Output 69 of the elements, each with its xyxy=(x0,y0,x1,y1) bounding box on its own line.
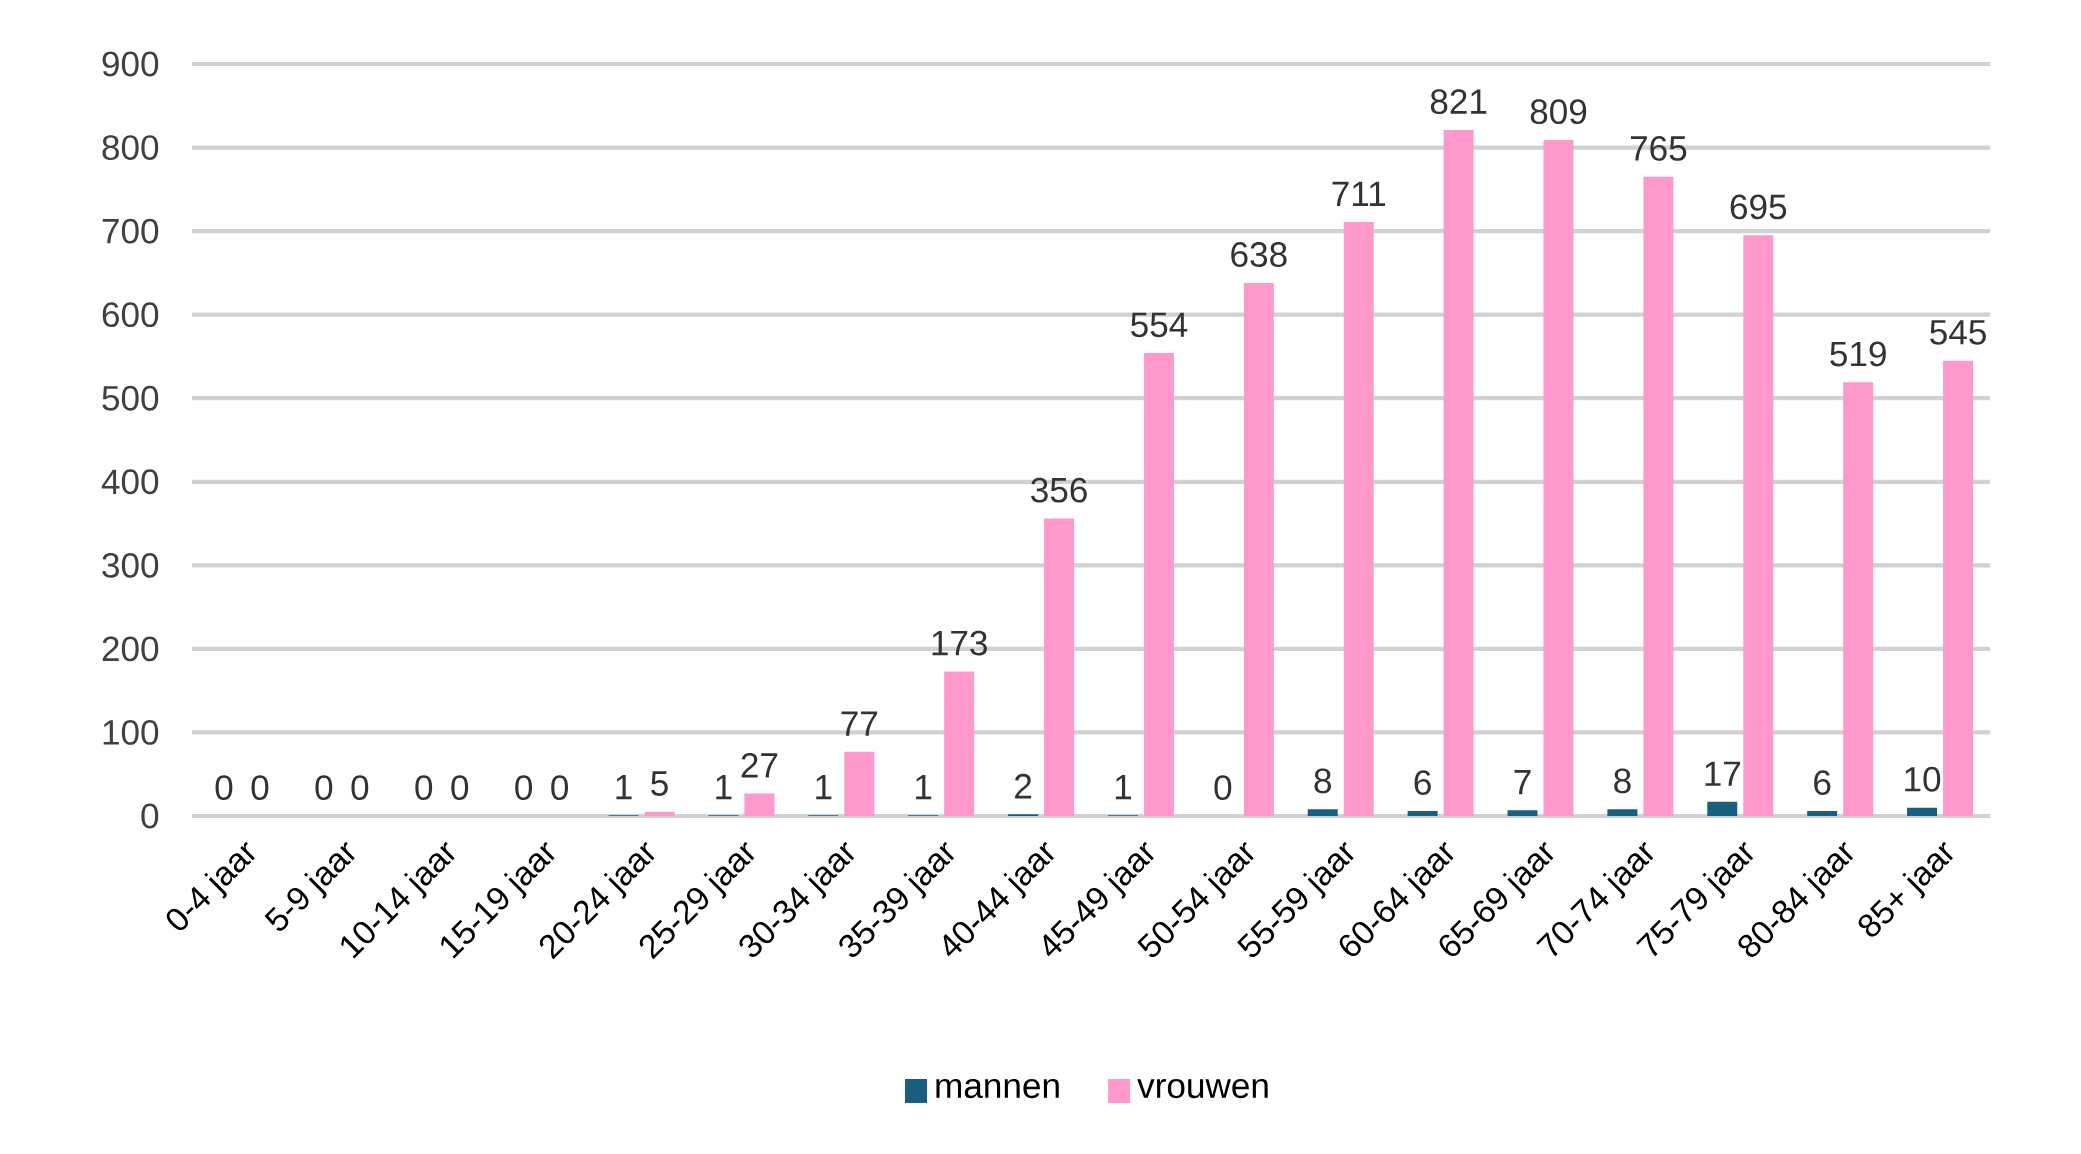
bar xyxy=(944,671,975,816)
bar xyxy=(1044,518,1075,816)
bar xyxy=(1807,810,1838,816)
data-label: 0 xyxy=(415,775,433,801)
bar xyxy=(1443,130,1474,816)
data-label: 6 xyxy=(1414,770,1431,796)
data-label: 0 xyxy=(315,775,333,801)
y-tick-label: 500 xyxy=(102,385,159,411)
data-label: 1 xyxy=(716,775,732,800)
bar xyxy=(744,793,775,816)
data-label: 695 xyxy=(1730,194,1787,220)
data-label: 711 xyxy=(1332,181,1386,206)
data-label: 0 xyxy=(451,775,469,801)
y-tick-label: 200 xyxy=(102,636,159,662)
data-label: 545 xyxy=(1930,320,1986,345)
data-label: 356 xyxy=(1031,477,1087,503)
data-label: 0 xyxy=(551,775,569,801)
y-tick-label: 700 xyxy=(102,218,159,244)
data-label: 7 xyxy=(1514,770,1531,795)
data-label: 2 xyxy=(1015,773,1032,799)
bar xyxy=(1943,360,1974,816)
y-tick-label: 400 xyxy=(101,469,159,495)
legend-label: mannen xyxy=(936,1078,1059,1099)
y-tick-label: 100 xyxy=(103,720,159,745)
y-tick-label: 800 xyxy=(102,135,159,160)
bar xyxy=(1343,221,1374,816)
bar xyxy=(1743,235,1774,816)
data-label: 6 xyxy=(1814,770,1831,796)
bar xyxy=(1143,353,1174,816)
data-label: 5 xyxy=(651,771,668,796)
bar xyxy=(1543,140,1574,816)
bar xyxy=(1507,810,1538,816)
y-tick-label: 600 xyxy=(102,302,159,328)
bar xyxy=(1243,282,1274,816)
bar xyxy=(1407,810,1438,816)
data-label: 1 xyxy=(1115,775,1132,800)
data-label: 10 xyxy=(1905,766,1941,792)
bar xyxy=(1307,809,1338,816)
data-label: 519 xyxy=(1830,341,1886,367)
bar xyxy=(644,811,675,816)
data-label: 554 xyxy=(1131,312,1188,338)
bar xyxy=(1607,809,1638,816)
data-label: 821 xyxy=(1430,89,1487,115)
data-label: 1 xyxy=(916,775,932,800)
y-tick-label: 0 xyxy=(141,803,159,829)
data-label: 638 xyxy=(1231,242,1287,267)
data-label: 8 xyxy=(1614,768,1631,794)
y-tick-label: 300 xyxy=(102,552,159,578)
data-label: 8 xyxy=(1314,768,1331,794)
bar xyxy=(1843,382,1874,816)
bar xyxy=(1707,801,1738,816)
data-label: 1 xyxy=(616,775,632,800)
data-label: 77 xyxy=(841,711,878,736)
y-tick-label: 900 xyxy=(102,51,159,77)
data-label: 17 xyxy=(1705,761,1741,786)
data-label: 1 xyxy=(816,775,832,800)
data-label: 27 xyxy=(741,752,778,778)
bar xyxy=(1643,176,1674,816)
data-label: 0 xyxy=(1214,775,1232,801)
bar xyxy=(844,751,875,816)
data-label: 765 xyxy=(1630,136,1687,161)
data-label: 0 xyxy=(251,775,269,801)
data-label: 809 xyxy=(1530,99,1587,125)
bar xyxy=(1907,807,1938,816)
data-label: 0 xyxy=(515,775,533,801)
data-label: 0 xyxy=(351,775,369,801)
legend-label: vrouwen xyxy=(1137,1078,1268,1099)
data-label: 173 xyxy=(932,630,987,656)
data-label: 0 xyxy=(215,775,233,801)
